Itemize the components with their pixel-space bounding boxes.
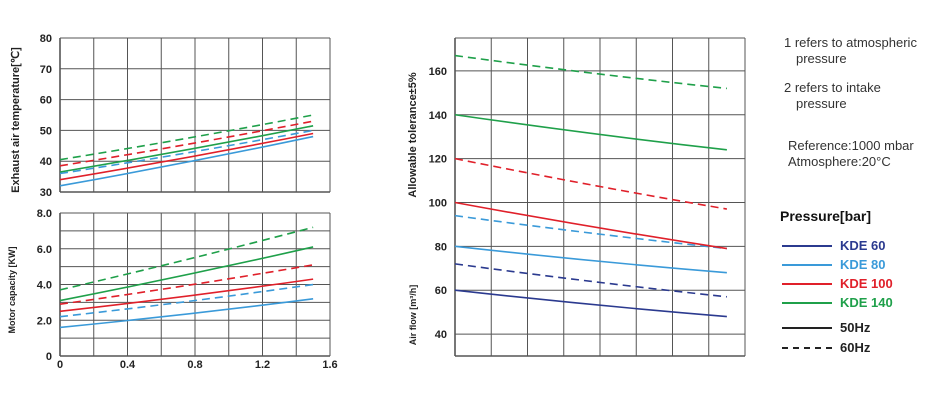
y-tick-label: 50 xyxy=(40,125,52,137)
series-line xyxy=(454,214,727,250)
legend-swatch xyxy=(782,283,832,285)
y-tick-label: 120 xyxy=(429,154,447,166)
y-tick-label: 80 xyxy=(435,241,447,253)
legend-label: 60Hz xyxy=(840,340,871,355)
series-line xyxy=(59,298,314,329)
y-tick-label: 60 xyxy=(40,95,52,107)
note-reference: Reference:1000 mbar Atmosphere:20°C xyxy=(788,138,914,170)
series-line xyxy=(454,113,727,151)
y-tick-label: 100 xyxy=(429,197,447,209)
x-tick-label: 1.2 xyxy=(255,359,270,371)
legend-swatch xyxy=(782,264,832,266)
series-group xyxy=(454,54,728,318)
legend-item: KDE 100 xyxy=(780,276,940,292)
y-tick-label: 6.0 xyxy=(37,244,52,256)
series-line xyxy=(59,114,314,161)
series-line xyxy=(454,157,728,210)
legend-label: 50Hz xyxy=(840,320,871,335)
series-line xyxy=(454,289,727,318)
series-line xyxy=(59,278,314,313)
y-tick-labels: 40 60 80 100 120 140 160 xyxy=(429,66,447,341)
note-line: 1 refers to atmospheric xyxy=(784,35,917,50)
y-axis-label-secondary: Air flow [m³/h] xyxy=(408,285,418,346)
y-tick-label: 0 xyxy=(46,351,52,363)
y-tick-label: 160 xyxy=(429,66,447,78)
y-tick-labels: 30 40 50 60 70 80 xyxy=(40,33,52,199)
series-line xyxy=(59,246,314,302)
y-axis-label: Motor capacity [KW] xyxy=(7,246,17,333)
grid xyxy=(59,37,331,193)
x-tick-label: 0 xyxy=(57,359,63,371)
legend-item: KDE 80 xyxy=(780,257,940,273)
y-tick-label: 140 xyxy=(429,110,447,122)
series-line xyxy=(454,201,727,250)
legend-item: 60Hz xyxy=(780,340,940,356)
chart-air-flow: 40 60 80 100 120 140 160 Allowable tolerance±5… xyxy=(407,37,746,357)
series-line xyxy=(454,54,727,90)
note-line: pressure xyxy=(796,96,847,111)
series-group xyxy=(59,226,314,329)
grid xyxy=(454,37,746,357)
note-atmospheric: 1 refers to atmospheric pressure xyxy=(784,35,917,67)
series-line xyxy=(59,129,314,175)
y-tick-label: 80 xyxy=(40,33,52,45)
series-line xyxy=(454,245,727,274)
series-line xyxy=(59,264,314,305)
legend-title: Pressure[bar] xyxy=(780,208,872,224)
x-tick-label: 0.8 xyxy=(187,359,202,371)
y-tick-label: 40 xyxy=(435,329,447,341)
chart-motor-capacity: 0 2.0 4.0 6.0 8.0 0 0.4 0.8 1.2 1.6 Motor capaci… xyxy=(7,208,338,371)
legend-item: KDE 60 xyxy=(780,238,940,254)
legend-swatch xyxy=(782,302,832,304)
legend-label: KDE 60 xyxy=(840,238,886,253)
x-tick-labels: 0 0.4 0.8 1.2 1.6 xyxy=(57,359,338,371)
legend-swatch xyxy=(782,245,832,247)
grid xyxy=(59,212,331,357)
y-tick-label: 8.0 xyxy=(37,208,52,220)
legend-swatch xyxy=(782,327,832,329)
series-line xyxy=(59,124,314,173)
series-line xyxy=(59,283,314,318)
y-tick-label: 4.0 xyxy=(37,280,52,292)
y-tick-labels: 0 2.0 4.0 6.0 8.0 xyxy=(37,208,52,363)
note-line: Reference:1000 mbar xyxy=(788,138,914,153)
series-line xyxy=(59,132,314,181)
legend-label: KDE 100 xyxy=(840,276,893,291)
note-intake: 2 refers to intake pressure xyxy=(784,80,881,112)
note-line: pressure xyxy=(796,51,847,66)
note-line: Atmosphere:20°C xyxy=(788,154,891,169)
legend-label: KDE 140 xyxy=(840,295,893,310)
chart-exhaust-temperature: 30 40 50 60 70 80 Exhaust air temperature[℃] xyxy=(10,33,331,199)
x-tick-label: 0.4 xyxy=(120,359,136,371)
series-line xyxy=(59,226,314,291)
legend-swatch xyxy=(782,347,832,349)
series-line xyxy=(454,263,727,298)
y-axis-label: Allowable tolerance±5% xyxy=(407,72,419,197)
series-line xyxy=(59,120,314,167)
y-axis-label: Exhaust air temperature[℃] xyxy=(10,47,22,193)
series-line xyxy=(59,135,314,187)
x-tick-label: 1.6 xyxy=(322,359,337,371)
legend-label: KDE 80 xyxy=(840,257,886,272)
legend-item: KDE 140 xyxy=(780,295,940,311)
series-group xyxy=(59,114,314,187)
y-tick-label: 40 xyxy=(40,156,52,168)
y-tick-label: 2.0 xyxy=(37,315,52,327)
y-tick-label: 30 xyxy=(40,187,52,199)
y-tick-label: 60 xyxy=(435,285,447,297)
y-tick-label: 70 xyxy=(40,64,52,76)
legend-item: 50Hz xyxy=(780,320,940,336)
note-line: 2 refers to intake xyxy=(784,80,881,95)
